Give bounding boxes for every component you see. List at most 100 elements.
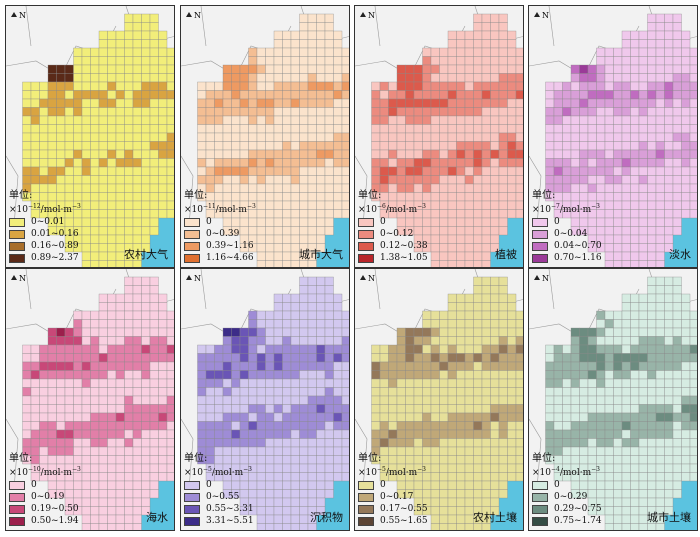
grid-cell	[664, 243, 674, 253]
grid-cell	[158, 107, 168, 117]
grid-cell	[124, 47, 134, 57]
grid-cell	[672, 175, 682, 185]
grid-cell	[396, 378, 406, 388]
grid-cell	[587, 73, 597, 83]
grid-cell	[613, 107, 623, 117]
grid-cell	[47, 132, 57, 142]
grid-cell	[166, 446, 174, 456]
grid-cell	[56, 438, 66, 448]
grid-cell	[604, 64, 614, 74]
legend-unit-label: 单位:	[532, 190, 556, 201]
grid-cell	[647, 90, 657, 100]
grid-cell	[333, 378, 343, 388]
grid-cell	[681, 310, 691, 320]
grid-cell	[430, 73, 440, 83]
grid-cell	[73, 310, 83, 320]
grid-cell	[681, 200, 691, 210]
grid-cell	[316, 13, 326, 23]
grid-cell	[621, 361, 631, 371]
grid-cell	[324, 310, 334, 320]
grid-cell	[647, 183, 657, 193]
grid-cell	[115, 378, 125, 388]
grid-cell	[115, 64, 125, 74]
grid-cell	[124, 438, 134, 448]
grid-cell	[498, 47, 508, 57]
grid-cell	[507, 56, 517, 66]
grid-cell	[282, 336, 292, 346]
grid-cell	[596, 438, 606, 448]
grid-cell	[290, 56, 300, 66]
grid-cell	[256, 404, 266, 414]
grid-cell	[481, 387, 491, 397]
grid-cell	[587, 378, 597, 388]
grid-cell	[596, 175, 606, 185]
grid-cell	[553, 404, 563, 414]
grid-cell	[316, 276, 326, 286]
grid-cell	[39, 395, 49, 405]
grid-cell	[405, 412, 415, 422]
grid-cell	[341, 149, 349, 159]
grid-cell	[81, 353, 91, 363]
grid-cell	[655, 293, 665, 303]
grid-cell	[166, 370, 174, 380]
grid-cell	[655, 463, 665, 473]
grid-cell	[379, 387, 389, 397]
grid-cell	[681, 412, 691, 422]
grid-cell	[596, 132, 606, 142]
grid-cell	[149, 463, 159, 473]
grid-cell	[647, 175, 657, 185]
grid-cell	[379, 378, 389, 388]
grid-cell	[282, 378, 292, 388]
grid-cell	[464, 47, 474, 57]
grid-cell	[141, 64, 151, 74]
grid-cell	[73, 336, 83, 346]
grid-cell	[396, 149, 406, 159]
grid-cell	[490, 200, 500, 210]
grid-cell	[464, 141, 474, 151]
grid-cell	[473, 293, 483, 303]
grid-cell	[282, 175, 292, 185]
grid-cell	[587, 158, 597, 168]
grid-cell	[689, 429, 697, 439]
grid-cell	[396, 158, 406, 168]
grid-cell	[456, 141, 466, 151]
grid-cell	[239, 115, 249, 125]
grid-cell	[273, 327, 283, 337]
grid-cell	[689, 73, 697, 83]
grid-cell	[490, 302, 500, 312]
grid-cell	[115, 107, 125, 117]
grid-cell	[115, 175, 125, 185]
grid-cell	[553, 158, 563, 168]
concentration-grid	[22, 276, 174, 530]
grid-cell	[205, 353, 215, 363]
grid-cell	[47, 370, 57, 380]
grid-cell	[388, 404, 398, 414]
grid-cell	[265, 115, 275, 125]
grid-cell	[47, 124, 57, 134]
grid-cell	[98, 395, 108, 405]
grid-cell	[341, 175, 349, 185]
grid-cell	[545, 175, 555, 185]
grid-cell	[630, 158, 640, 168]
grid-cell	[447, 39, 457, 49]
grid-cell	[149, 378, 159, 388]
grid-cell	[430, 124, 440, 134]
grid-cell	[158, 124, 168, 134]
grid-cell	[481, 251, 491, 261]
grid-cell	[689, 472, 697, 482]
grid-cell	[141, 489, 151, 499]
grid-cell	[473, 463, 483, 473]
grid-cell	[613, 124, 623, 134]
grid-cell	[473, 395, 483, 405]
grid-cell	[464, 336, 474, 346]
grid-cell	[490, 497, 500, 507]
grid-cell	[166, 158, 174, 168]
grid-cell	[265, 361, 275, 371]
grid-cell	[124, 234, 134, 244]
grid-cell	[248, 175, 258, 185]
grid-cell	[579, 438, 589, 448]
grid-cell	[413, 344, 423, 354]
grid-cell	[638, 107, 648, 117]
grid-cell	[647, 302, 657, 312]
grid-cell	[316, 395, 326, 405]
